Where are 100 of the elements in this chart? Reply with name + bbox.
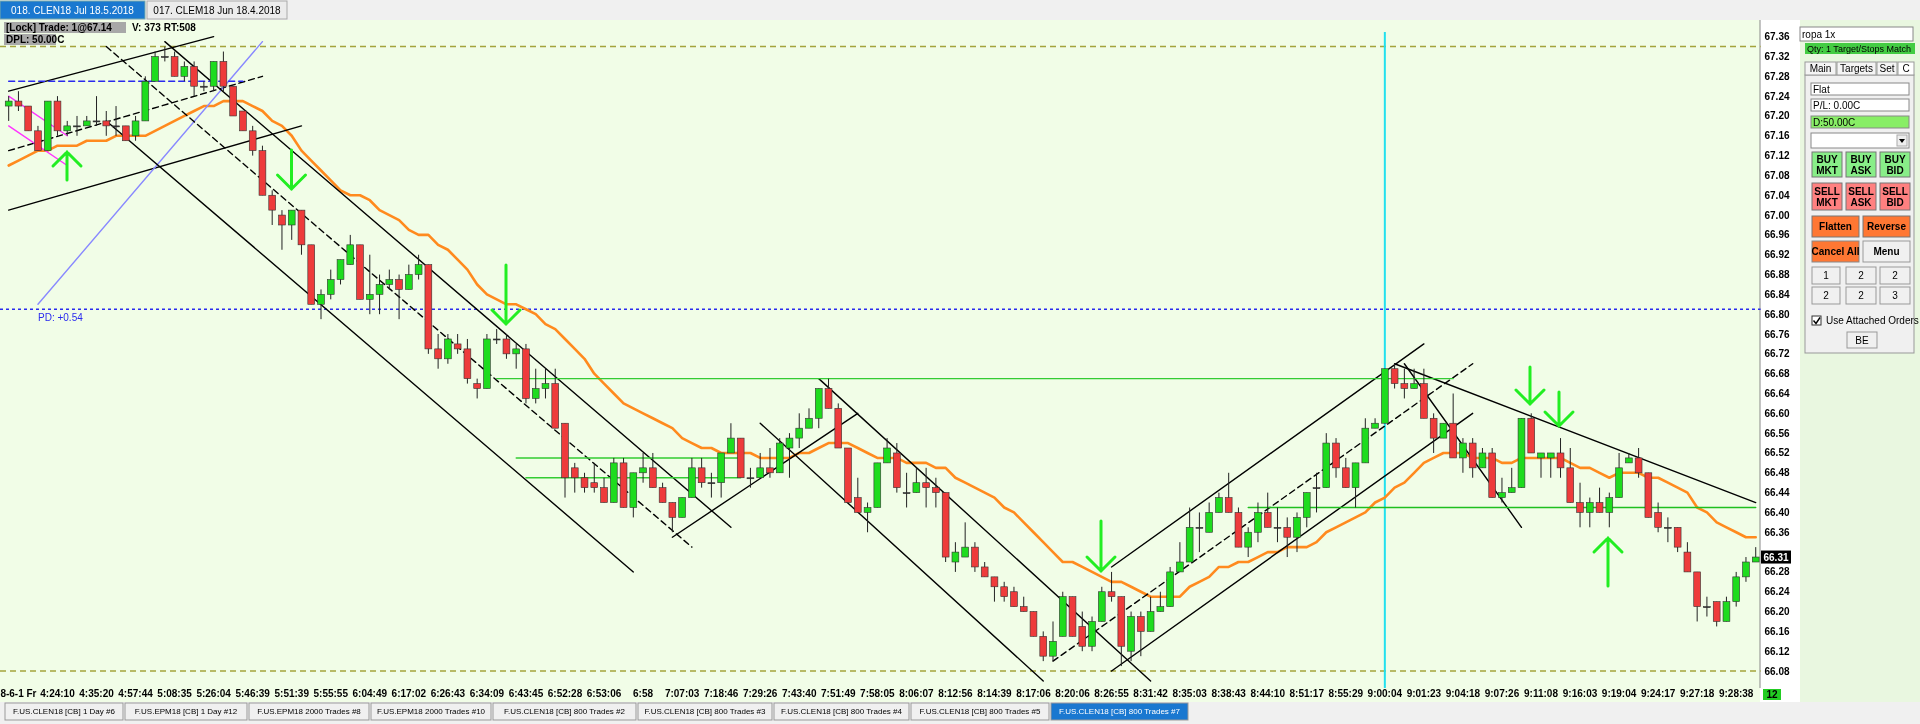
y-tick-label: 66.40 [1764,506,1790,518]
x-tick-label: 5:08:35 [157,688,193,699]
status-bar: Qty: 1 Target/Stops Match [1805,43,1915,54]
x-tick-label: 4:24:10 [40,688,76,699]
x-tick-label: 8:51:17 [1289,688,1325,699]
tab: F.US.CLEN18 [CB] 800 Trades #3 [637,702,773,721]
x-tick-label: 7:58:05 [860,688,895,699]
button: SELL BID [1879,182,1911,211]
y-tick-label: 66.72 [1764,348,1790,360]
x-tick-label: 9:16:03 [1562,688,1598,699]
y-tick-label: 66.88 [1764,269,1790,281]
tab: F.US.EPM18 2000 Trades #10 [370,702,492,721]
button: SELL MKT [1811,182,1843,211]
button: 1 [1811,266,1841,285]
x-tick-label: 6:26:43 [430,688,466,699]
button: Cancel All [1811,240,1860,263]
y-tick-label: 67.08 [1764,169,1790,181]
x-tick-label: 4:35:20 [79,688,115,699]
button: BUY ASK [1845,151,1877,178]
tab: C [1897,61,1915,76]
x-tick-label: 8:38:43 [1211,688,1247,699]
y-tick-label: 66.24 [1764,586,1790,598]
button: Reverse [1862,215,1911,238]
x-tick-label: 9:11:08 [1524,688,1559,699]
y-tick-label: 66.16 [1764,625,1790,637]
x-tick-label: 4:57:44 [118,688,154,699]
x-tick-label: 8:35:03 [1172,688,1208,699]
y-tick-label: 66.92 [1764,249,1790,261]
x-tick-label: 7:51:49 [821,688,856,699]
x-tick-label: 5:26:04 [196,688,232,699]
tab: F.US.CLEN18 [CB] 1 Day #6 [4,702,124,721]
button: 2 [1845,286,1877,305]
y-tick-label: 66.12 [1764,645,1790,657]
y-tick-label: 66.96 [1764,229,1790,241]
y-tick-label: 66.44 [1764,487,1790,499]
x-tick-label: 8:17:06 [1016,688,1052,699]
button: BE [1846,331,1878,349]
x-tick-label: 8:12:56 [938,688,974,699]
x-tick-label: 6:58 [633,688,654,699]
y-tick-label: 66.08 [1764,665,1790,677]
x-tick-label: 6:04:49 [352,688,388,699]
button: 2 [1845,266,1877,285]
x-tick-label: 9:19:04 [1601,688,1637,699]
y-tick-label: 67.24 [1764,90,1790,102]
x-tick-label: 5:55:55 [313,688,349,699]
y-tick-label: 67.20 [1764,110,1790,122]
tab: F.US.CLEN18 [CB] 800 Trades #2 [492,702,637,721]
x-tick-label: 6:43:45 [508,688,544,699]
tab: F.US.EPM18 [CB] 1 Day #12 [124,702,248,721]
button: BUY BID [1879,151,1911,178]
tab: Set [1876,61,1898,76]
y-tick-label: 66.76 [1764,328,1790,340]
y-tick-label: 66.64 [1764,388,1790,399]
x-tick-label: 8:20:06 [1055,688,1091,699]
y-tick-label: 66.80 [1764,308,1790,320]
x-tick-label: 5:46:39 [235,688,271,699]
y-tick-label: 66.52 [1764,447,1790,459]
x-tick-label: 6:17:02 [391,688,427,699]
y-tick-label: 66.20 [1764,606,1790,618]
y-tick-label: 66.28 [1764,566,1790,578]
tab: Main [1804,61,1837,76]
y-tick-label: 67.00 [1764,209,1790,221]
tab: 018. CLEN18 Jul 18.5.2018 [0,0,146,20]
x-tick-label: 8:06:07 [899,688,935,699]
x-tick-label: 9:04:18 [1445,688,1481,699]
text-field: Flat [1810,82,1910,96]
button: 3 [1879,286,1911,305]
button: 2 [1879,266,1911,285]
x-tick-label: 9:07:26 [1484,688,1520,699]
x-tick-label: 8:14:39 [977,688,1013,699]
y-tick-label: 67.36 [1764,31,1790,43]
x-tick-label: 9:00:04 [1367,688,1403,699]
x-tick-label: 7:07:03 [664,688,700,699]
tab: Targets [1836,61,1877,76]
x-tick-label: 8:44:10 [1250,688,1286,699]
x-tick-label: 5:51:39 [274,688,310,699]
checkbox-label: Use Attached Orders [1826,315,1919,326]
button: SELL ASK [1845,182,1877,211]
y-tick-label: 66.36 [1764,526,1790,538]
x-tick-label: 7:18:46 [703,688,739,699]
x-tick-label: 6:52:28 [547,688,583,699]
button: Flatten [1811,215,1860,238]
x-tick-label: 9:28:38 [1718,688,1754,699]
tab: F.US.EPM18 2000 Trades #8 [248,702,370,721]
y-tick-label: 67.16 [1764,130,1790,142]
x-tick-label: 8:31:42 [1133,688,1169,699]
dropdown: ropa 1x [1799,26,1914,42]
button: 2 [1811,286,1841,305]
x-tick-label: 6:34:09 [469,688,505,699]
x-tick-label: 9:27:18 [1679,688,1715,699]
button: Menu [1862,240,1911,263]
y-tick-label: 66.56 [1764,427,1790,439]
x-tick-label: 7:43:40 [782,688,817,699]
x-tick-label: 9:01:23 [1406,688,1442,699]
tab: F.US.CLEN18 [CB] 800 Trades #5 [910,702,1050,721]
status-label: DPL: 50.00C [4,34,65,45]
y-tick-label: 67.28 [1764,70,1790,82]
tab: 017. CLEM18 Jun 18.4.2018 [146,0,288,20]
x-tick-label: 8:55:29 [1328,688,1364,699]
status-label: [Lock] Trade: 1@67.14 [4,22,126,33]
